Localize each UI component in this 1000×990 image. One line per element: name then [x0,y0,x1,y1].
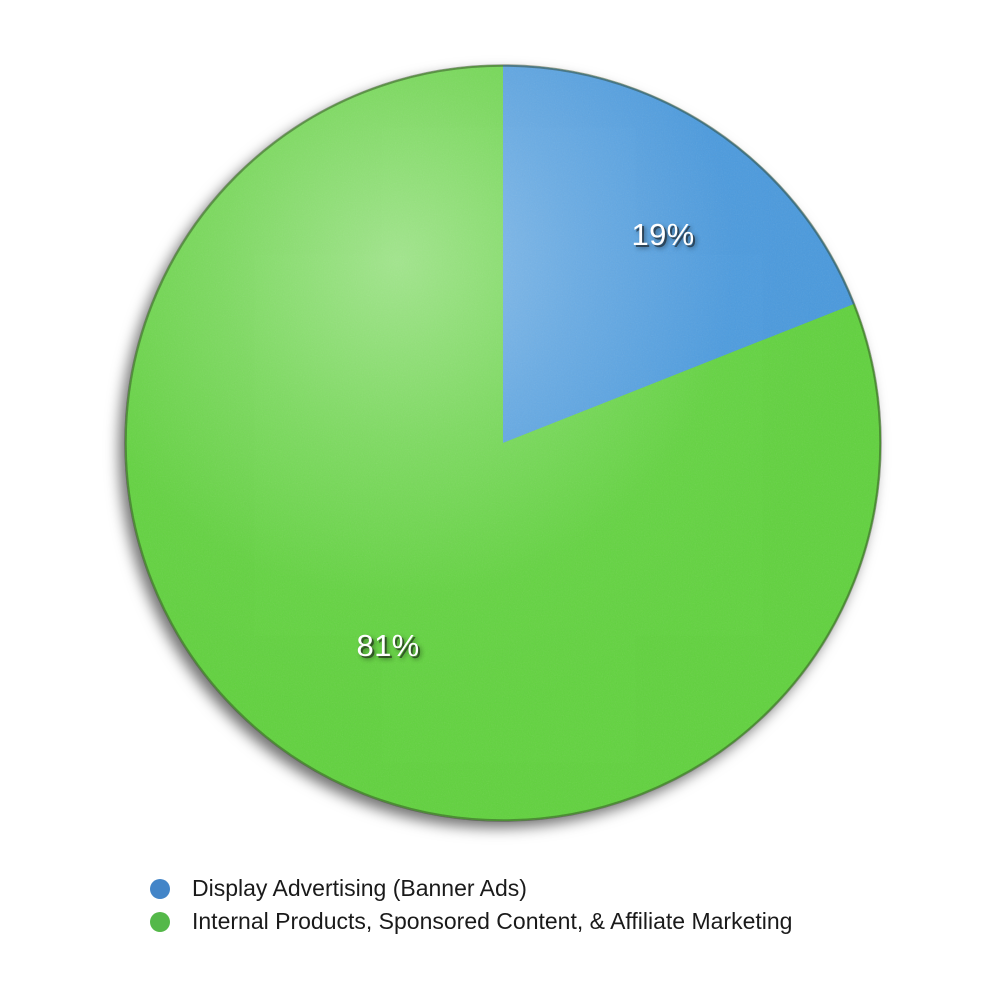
pie-plot-area: 19% 81% [100,40,910,850]
pie-graphic [100,40,910,850]
legend-item-label: Internal Products, Sponsored Content, & … [192,908,793,934]
pie-rim-shading [100,40,910,850]
chart-legend: Display Advertising (Banner Ads) Interna… [150,872,950,938]
legend-item-label: Display Advertising (Banner Ads) [192,875,527,901]
pie-outline [124,64,882,822]
legend-item-display-advertising[interactable]: Display Advertising (Banner Ads) [150,872,950,905]
legend-marker-icon [150,911,170,932]
legend-item-internal-products[interactable]: Internal Products, Sponsored Content, & … [150,905,950,938]
legend-marker-icon [150,878,170,899]
